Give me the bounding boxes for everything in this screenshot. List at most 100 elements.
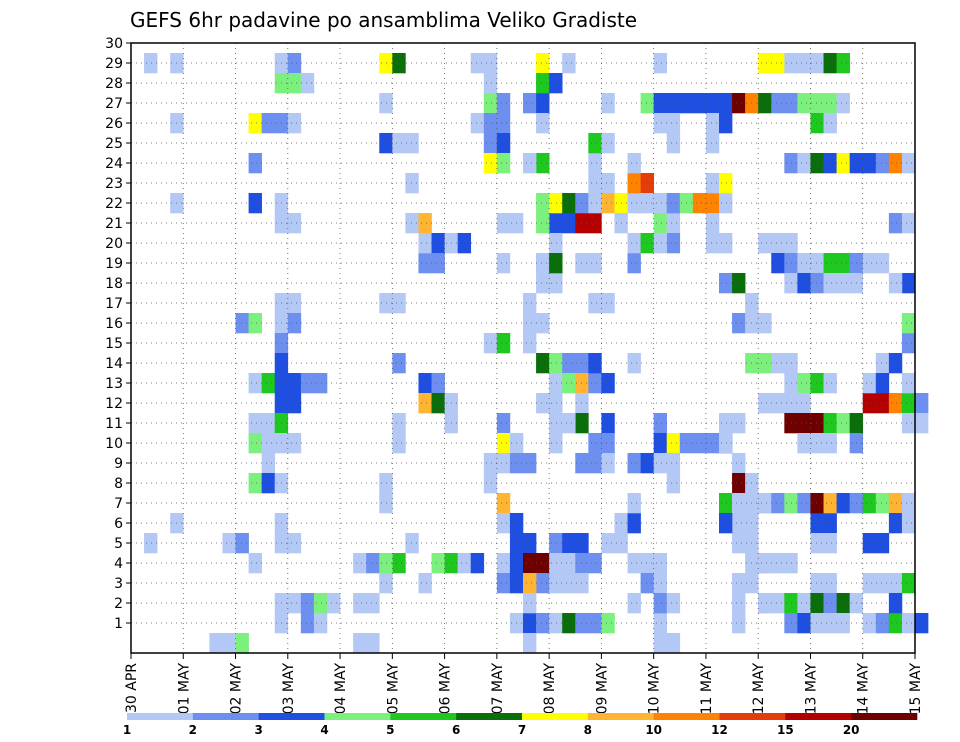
data-cell [797, 493, 811, 514]
y-tick-label: 1 [114, 616, 123, 632]
data-cell [536, 613, 550, 634]
y-tick-label: 3 [114, 576, 123, 592]
data-cell [483, 453, 498, 474]
data-cell [496, 433, 511, 454]
y-tick-label: 18 [105, 276, 123, 292]
data-cell [287, 393, 302, 414]
data-cell [562, 613, 576, 634]
data-cell [588, 213, 602, 234]
data-cell [562, 553, 576, 574]
x-tick-label: 10 MAY [647, 663, 663, 715]
data-cell [901, 333, 916, 354]
y-tick-label: 7 [114, 496, 123, 512]
data-cell [875, 613, 890, 634]
data-cell [549, 393, 563, 414]
data-cell [666, 593, 681, 614]
data-cell [640, 173, 654, 194]
data-cell [523, 613, 537, 634]
data-cell [666, 193, 681, 214]
data-cell [248, 413, 262, 434]
data-cell [627, 513, 641, 534]
data-cell [601, 173, 615, 194]
data-cell [248, 153, 262, 174]
data-cell [287, 593, 302, 614]
data-cell [549, 253, 563, 274]
data-cell [562, 53, 576, 74]
data-cell [666, 233, 681, 254]
data-cell [653, 193, 668, 214]
data-cell [248, 473, 262, 494]
y-tick-label: 19 [105, 256, 123, 272]
x-tick-label: 02 MAY [229, 663, 245, 715]
data-cell [901, 393, 916, 414]
data-cell [144, 533, 158, 554]
data-cell [379, 573, 393, 594]
data-cell [405, 533, 419, 554]
x-tick-label: 30 APR [124, 663, 140, 713]
data-cell [536, 553, 550, 574]
data-cell [719, 513, 733, 534]
data-cell [901, 513, 916, 534]
data-cell [627, 593, 641, 614]
data-cell [287, 293, 302, 314]
data-cell [823, 573, 837, 594]
data-cell [366, 553, 380, 574]
data-cell [719, 273, 733, 294]
data-cell [496, 213, 511, 234]
data-cell [588, 153, 602, 174]
y-tick-label: 9 [114, 456, 123, 472]
x-tick-label: 09 MAY [594, 663, 610, 715]
data-cell [392, 353, 406, 374]
data-cell [875, 253, 890, 274]
data-cell [666, 473, 681, 494]
data-cell [536, 73, 550, 94]
data-cell [457, 553, 472, 574]
data-cell [601, 373, 615, 394]
data-cell [797, 413, 811, 434]
x-tick-label: 05 MAY [385, 663, 401, 715]
data-cell [483, 473, 498, 494]
y-tick-label: 28 [105, 76, 123, 92]
data-cell [627, 453, 641, 474]
data-cell [366, 633, 380, 654]
data-cell [797, 613, 811, 634]
data-cell [431, 393, 445, 414]
data-cell [901, 493, 916, 514]
legend-label: 2 [189, 723, 197, 737]
data-cell [300, 593, 315, 614]
data-cell [287, 73, 302, 94]
data-cell [836, 593, 850, 614]
data-cell [549, 373, 563, 394]
y-tick-label: 2 [114, 596, 123, 612]
data-cell [862, 373, 877, 394]
data-cell [862, 393, 877, 414]
data-cell [470, 553, 485, 574]
data-cell [523, 533, 537, 554]
data-cell [823, 513, 837, 534]
data-cell [562, 213, 576, 234]
data-cell [209, 633, 223, 654]
data-cell [392, 413, 406, 434]
legend-label: 4 [320, 723, 328, 737]
data-cell [496, 113, 511, 134]
data-cell [496, 93, 511, 114]
data-cell [823, 373, 837, 394]
data-cell [483, 113, 498, 134]
data-cell [875, 533, 890, 554]
legend-label: 7 [518, 723, 526, 737]
data-cell [810, 573, 824, 594]
legend-swatch [192, 713, 259, 720]
data-cell [771, 493, 785, 514]
data-cell [536, 573, 550, 594]
data-cell [836, 253, 850, 274]
data-cell [562, 573, 576, 594]
data-cell [627, 173, 641, 194]
data-cell [901, 213, 916, 234]
data-cell [287, 53, 302, 74]
data-cell [483, 333, 498, 354]
data-cell [888, 393, 903, 414]
data-cell [901, 313, 916, 334]
data-cells [144, 53, 929, 654]
data-cell [536, 213, 550, 234]
x-tick-label: 13 MAY [803, 663, 819, 715]
